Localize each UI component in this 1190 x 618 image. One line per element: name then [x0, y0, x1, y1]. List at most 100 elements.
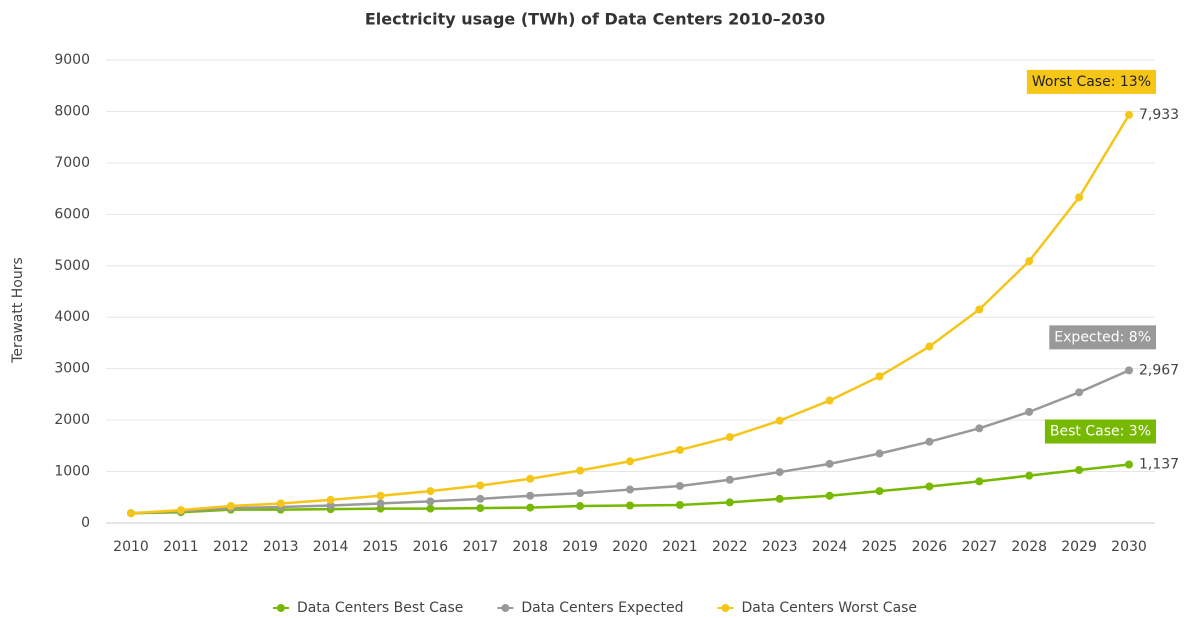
data-point — [1125, 460, 1133, 469]
x-tick-label: 2014 — [313, 539, 349, 555]
data-point — [825, 459, 834, 468]
x-tick-label: 2010 — [113, 539, 149, 555]
x-tick-label: 2015 — [363, 539, 399, 555]
legend-marker — [276, 604, 285, 612]
annotation: Expected: 8% — [1049, 325, 1156, 350]
legend-label: Data Centers Expected — [521, 600, 683, 616]
data-point — [1025, 257, 1034, 266]
annotation-text: Worst Case: 13% — [1032, 74, 1151, 90]
data-point — [626, 501, 634, 510]
legend-item: Data Centers Expected — [497, 600, 683, 616]
data-point — [975, 424, 984, 433]
data-point — [925, 482, 934, 491]
data-point — [1075, 388, 1084, 397]
data-point — [875, 449, 884, 458]
data-point — [626, 485, 634, 494]
data-point — [526, 491, 535, 500]
data-point — [925, 342, 934, 351]
y-tick-label: 9000 — [54, 52, 90, 68]
y-tick-label: 7000 — [54, 155, 90, 171]
y-axis-label: Terawatt Hours — [10, 257, 26, 364]
x-tick-label: 2025 — [862, 539, 898, 555]
data-point — [975, 477, 984, 486]
legend-label: Data Centers Worst Case — [741, 600, 917, 616]
data-point — [576, 466, 585, 475]
data-point — [576, 489, 585, 498]
data-point — [1075, 466, 1084, 475]
data-point — [476, 481, 485, 490]
legend-marker — [721, 604, 730, 612]
data-point — [476, 504, 485, 513]
x-tick-label: 2023 — [762, 539, 798, 555]
data-point — [426, 504, 435, 513]
data-point — [1125, 366, 1133, 375]
annotation-text: Expected: 8% — [1054, 329, 1151, 345]
data-point — [1025, 471, 1034, 480]
data-point — [426, 487, 435, 496]
annotation-box — [1049, 325, 1156, 350]
data-point — [975, 305, 984, 314]
data-point — [526, 503, 535, 512]
data-point — [1075, 193, 1084, 202]
x-tick-label: 2020 — [612, 539, 648, 555]
x-tick-label: 2030 — [1111, 539, 1147, 555]
x-tick-label: 2013 — [263, 539, 299, 555]
y-tick-label: 8000 — [54, 103, 90, 119]
data-label: 1,137 — [1139, 457, 1179, 473]
data-point — [875, 487, 884, 496]
x-tick-label: 2029 — [1061, 539, 1097, 555]
data-point — [925, 437, 934, 446]
annotation: Best Case: 3% — [1044, 419, 1156, 444]
data-point — [476, 494, 485, 503]
y-tick-label: 6000 — [54, 206, 90, 222]
legend-marker — [501, 604, 510, 612]
annotation-text: Best Case: 3% — [1050, 424, 1151, 440]
data-point — [775, 416, 784, 425]
y-tick-label: 3000 — [54, 361, 90, 377]
data-point — [725, 498, 734, 507]
data-point — [825, 491, 834, 500]
x-tick-label: 2024 — [812, 539, 848, 555]
x-tick-label: 2018 — [512, 539, 548, 555]
data-point — [127, 509, 135, 518]
legend-item: Data Centers Worst Case — [717, 600, 917, 616]
data-point — [1125, 110, 1133, 119]
data-point — [675, 500, 684, 509]
annotation-box — [1044, 419, 1156, 444]
x-tick-label: 2016 — [413, 539, 449, 555]
x-tick-label: 2022 — [712, 539, 748, 555]
x-tick-label: 2021 — [662, 539, 698, 555]
y-tick-label: 4000 — [54, 309, 90, 325]
x-tick-label: 2028 — [1011, 539, 1047, 555]
legend-item: Data Centers Best Case — [272, 600, 463, 616]
data-point — [1025, 407, 1034, 416]
y-tick-label: 2000 — [54, 412, 90, 428]
data-point — [376, 499, 385, 508]
data-label: 7,933 — [1139, 107, 1179, 123]
data-point — [276, 499, 285, 508]
data-point — [226, 502, 235, 511]
x-tick-label: 2026 — [912, 539, 948, 555]
y-tick-label: 0 — [81, 515, 90, 531]
data-point — [526, 474, 535, 483]
x-tick-label: 2012 — [213, 539, 249, 555]
chart-title: Electricity usage (TWh) of Data Centers … — [365, 10, 825, 29]
x-tick-label: 2011 — [163, 539, 199, 555]
annotation: Worst Case: 13% — [1026, 69, 1156, 94]
data-point — [875, 372, 884, 381]
data-point — [725, 433, 734, 442]
annotation-box — [1026, 69, 1156, 94]
data-point — [775, 468, 784, 477]
data-point — [825, 396, 834, 405]
data-point — [426, 497, 435, 506]
data-point — [775, 494, 784, 503]
data-point — [376, 491, 385, 500]
data-point — [326, 495, 335, 504]
y-tick-label: 5000 — [54, 258, 90, 274]
data-point — [675, 445, 684, 454]
legend-label: Data Centers Best Case — [297, 600, 463, 616]
series-line — [130, 114, 1131, 515]
data-point — [576, 502, 585, 511]
x-tick-label: 2019 — [562, 539, 598, 555]
